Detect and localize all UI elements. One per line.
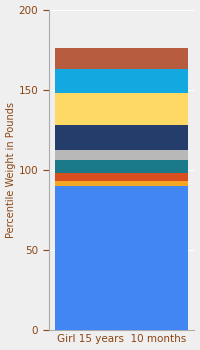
Bar: [55, 150, 188, 160]
Bar: [55, 181, 188, 186]
Bar: [55, 93, 188, 125]
Y-axis label: Percentile Weight in Pounds: Percentile Weight in Pounds: [6, 102, 16, 238]
Bar: [55, 48, 188, 69]
Bar: [55, 125, 188, 150]
Bar: [55, 186, 188, 330]
Bar: [55, 69, 188, 93]
Bar: [55, 173, 188, 181]
Bar: [55, 160, 188, 173]
